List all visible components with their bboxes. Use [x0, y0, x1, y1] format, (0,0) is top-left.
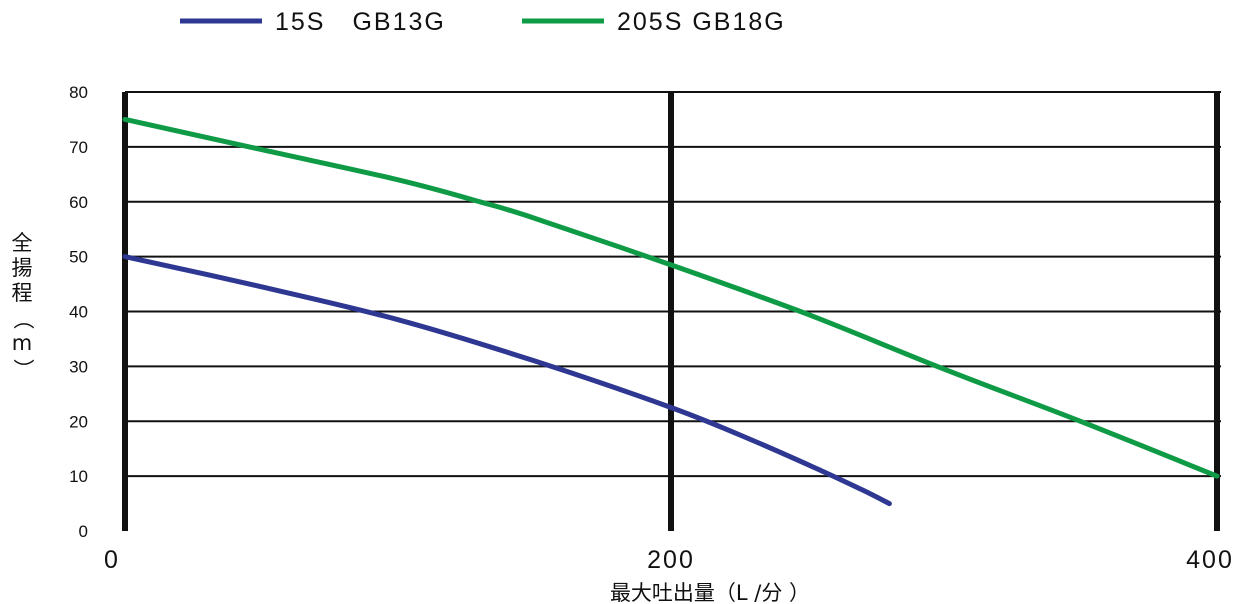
y-axis-title-char: ）: [11, 359, 35, 380]
y-tick-label: 70: [69, 138, 88, 157]
axis-labels: 最大吐出量（L /分 ） 全揚程 （m ）: [11, 231, 810, 604]
y-tick-label: 50: [69, 248, 88, 267]
y-axis-title-char: 程: [12, 281, 33, 305]
y-axis-title-char: 全: [12, 231, 33, 255]
x-axis-ticks: 0 200 400: [104, 546, 1234, 574]
series-lines: [122, 116, 1220, 507]
y-axis-title-char: （: [11, 309, 35, 330]
legend: 15S GB13G 205S GB18G: [180, 8, 786, 36]
y-axis-title: 全揚程 （m ）: [11, 231, 35, 380]
y-axis-title-char: m: [12, 331, 32, 355]
y-tick-label: 40: [69, 303, 88, 322]
legend-label-2: 205S GB18G: [617, 8, 786, 36]
legend-label-1: 15S GB13G: [275, 8, 446, 36]
x-tick-label: 400: [1186, 546, 1234, 574]
y-tick-label: 20: [69, 412, 88, 431]
y-tick-label: 80: [69, 83, 88, 102]
series-line-1: [122, 254, 892, 507]
y-tick-label: 30: [69, 357, 88, 376]
grid: [122, 91, 1221, 531]
x-axis-title: 最大吐出量（L /分 ）: [610, 581, 810, 604]
x-tick-label: 200: [647, 546, 695, 574]
y-tick-label: 60: [69, 193, 88, 212]
y-tick-label: 0: [79, 522, 88, 541]
x-tick-label: 0: [104, 546, 120, 574]
y-axis-ticks: 0 10 20 30 40 50 60 70 80: [69, 83, 88, 541]
y-axis-title-char: 揚: [12, 256, 33, 280]
y-tick-label: 10: [69, 467, 88, 486]
series-line-2: [122, 116, 1220, 479]
